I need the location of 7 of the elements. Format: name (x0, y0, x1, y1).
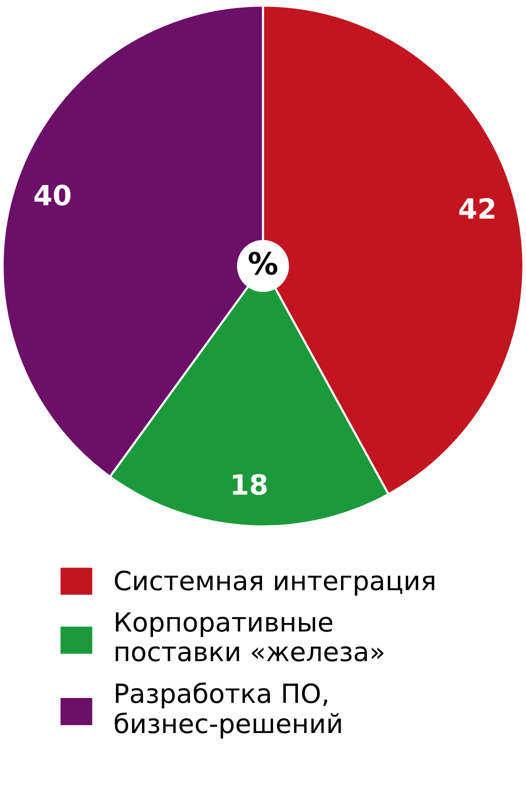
data-label: 18 (232, 474, 267, 495)
text: % (248, 252, 278, 275)
legend-label: Системная интеграция (114, 570, 434, 596)
data-label: 42 (459, 198, 494, 219)
legend-label: Разработка ПО, бизнес-решений (114, 682, 341, 739)
legend-label: Корпоративные поставки «железа» (116, 612, 384, 662)
data-label: 40 (34, 184, 70, 206)
